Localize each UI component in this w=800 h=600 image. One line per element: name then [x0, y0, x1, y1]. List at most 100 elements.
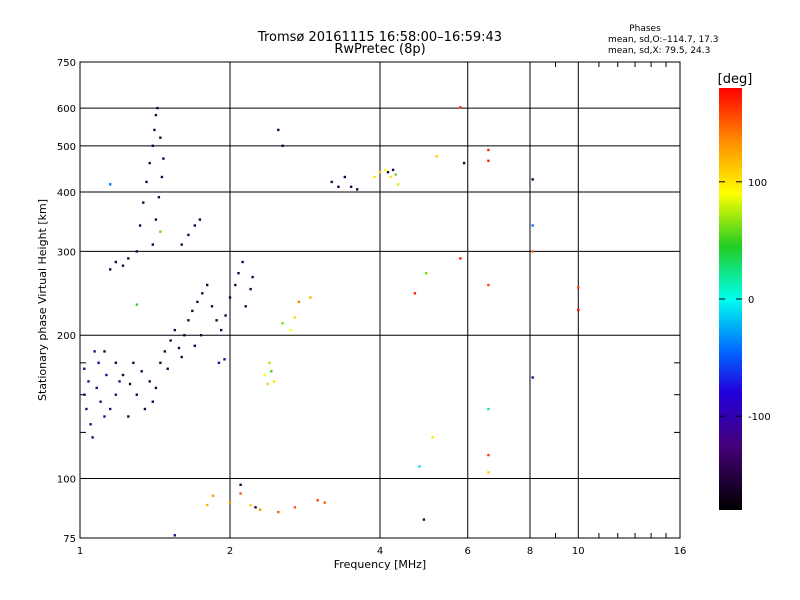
- colorbar-label: [deg]: [718, 72, 753, 87]
- data-point: [143, 407, 147, 411]
- data-point: [180, 243, 183, 246]
- data-point: [153, 128, 156, 132]
- chart-subtitle: RwPretec (8p): [334, 42, 425, 57]
- x-axis-ticks: 1 2 4 6 8 10 16: [77, 546, 687, 557]
- data-point: [177, 346, 181, 350]
- data-point: [109, 183, 112, 186]
- data-point: [148, 380, 151, 383]
- data-point: [237, 272, 240, 275]
- x-tick-label: 2: [227, 546, 233, 557]
- data-point: [220, 328, 223, 332]
- data-point: [224, 314, 227, 317]
- data-point: [531, 224, 534, 227]
- data-point: [121, 264, 125, 267]
- data-point: [270, 370, 273, 373]
- data-point: [128, 382, 132, 386]
- data-point: [343, 175, 346, 179]
- data-point: [277, 128, 280, 132]
- data-point: [431, 436, 434, 439]
- data-point: [114, 393, 117, 396]
- data-point: [140, 370, 143, 373]
- y-tick-label: 500: [57, 142, 76, 153]
- plot-grid: [80, 62, 680, 538]
- data-point: [135, 250, 138, 253]
- colorbar-tick-label: 0: [748, 295, 754, 306]
- data-point: [418, 465, 421, 468]
- data-point: [180, 355, 183, 359]
- chart-title: Tromsø 20161115 16:58:00–16:59:43: [257, 30, 502, 45]
- data-point: [193, 344, 196, 347]
- data-point: [95, 386, 98, 390]
- x-tick-label: 10: [572, 546, 585, 557]
- x-tick-label: 8: [527, 546, 533, 557]
- data-point: [217, 361, 221, 364]
- data-point: [121, 373, 125, 377]
- data-point: [272, 380, 276, 383]
- colorbar-ticks: 100 0 -100: [719, 178, 771, 423]
- y-tick-label: 75: [63, 534, 76, 545]
- data-point: [531, 376, 534, 379]
- data-point: [397, 183, 400, 186]
- data-point: [266, 382, 269, 386]
- data-point: [196, 300, 199, 304]
- data-point: [173, 328, 176, 332]
- data-point: [293, 316, 297, 319]
- data-point: [389, 175, 392, 179]
- data-point: [114, 260, 117, 264]
- data-point: [254, 506, 257, 509]
- data-point: [234, 283, 237, 287]
- data-point: [297, 300, 301, 304]
- x-tick-label: 6: [465, 546, 471, 557]
- data-point: [239, 483, 242, 486]
- data-point: [239, 492, 242, 495]
- data-point: [281, 144, 284, 147]
- data-point: [135, 303, 138, 306]
- data-point: [487, 471, 490, 474]
- data-point: [148, 161, 151, 165]
- data-point: [93, 350, 96, 353]
- data-point: [199, 334, 203, 337]
- data-point: [531, 178, 534, 181]
- data-point: [249, 287, 252, 291]
- data-point: [215, 319, 218, 322]
- data-point: [87, 380, 90, 383]
- data-point: [103, 415, 106, 418]
- data-point: [531, 250, 534, 253]
- data-point: [244, 305, 247, 308]
- data-point: [114, 361, 117, 364]
- data-point: [394, 173, 397, 176]
- data-point: [337, 185, 340, 188]
- data-point: [487, 453, 490, 457]
- data-point: [83, 367, 86, 370]
- data-point: [118, 380, 121, 383]
- x-tick-label: 16: [674, 546, 687, 557]
- data-point: [193, 224, 196, 227]
- data-points: [83, 106, 580, 537]
- data-point: [127, 257, 130, 260]
- y-tick-label: 300: [57, 247, 76, 258]
- plot-frame: [79, 61, 681, 539]
- data-point: [386, 171, 390, 174]
- data-point: [151, 400, 154, 403]
- data-point: [249, 503, 252, 507]
- data-point: [103, 350, 106, 353]
- data-point: [85, 407, 88, 411]
- data-point: [228, 501, 232, 504]
- data-point: [277, 510, 280, 514]
- data-point: [187, 319, 190, 322]
- data-point: [109, 407, 112, 411]
- data-point: [159, 136, 162, 139]
- data-point: [263, 373, 267, 377]
- data-point: [487, 148, 490, 152]
- data-point: [151, 144, 154, 147]
- data-point: [223, 358, 226, 361]
- data-point: [201, 292, 204, 295]
- y-axis-label: Stationary phase Virtual Height [km]: [36, 199, 49, 401]
- data-point: [422, 518, 426, 521]
- data-point: [413, 292, 417, 295]
- data-point: [154, 218, 158, 221]
- y-tick-label: 100: [57, 475, 76, 486]
- data-point: [105, 373, 108, 377]
- data-point: [356, 188, 359, 191]
